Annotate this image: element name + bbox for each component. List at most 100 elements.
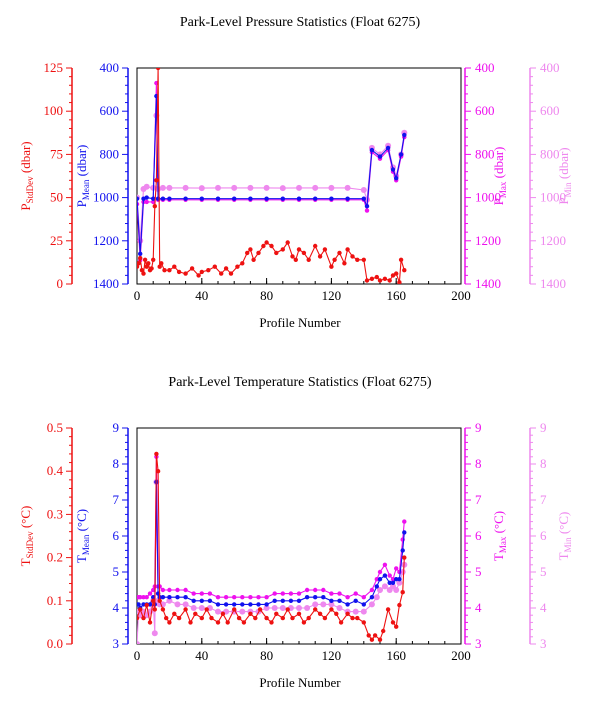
y-axis-stddev: 0.0 0.1 0.2 0.3 0.4 0.5 TStdDev (°C)	[18, 420, 73, 651]
data-point-max	[207, 591, 213, 596]
y-tick-label: 1400	[93, 276, 119, 291]
data-point-stddev	[397, 602, 402, 608]
data-point-max	[223, 595, 229, 600]
data-point-min	[166, 597, 173, 604]
data-point-max	[402, 519, 407, 524]
data-point-mean	[137, 196, 140, 201]
data-point-mean	[191, 598, 196, 603]
x-tick-label: 40	[195, 648, 208, 663]
data-point-mean	[248, 196, 253, 201]
data-point-stddev	[374, 274, 379, 280]
y-axis-min: 3 4 5 6 7 8 9 TMin (°C)	[529, 420, 573, 651]
data-point-stddev	[377, 278, 383, 283]
data-point-stddev	[183, 271, 188, 276]
data-point-stddev	[199, 269, 204, 275]
data-point-stddev	[369, 637, 375, 642]
x-tick-label: 40	[195, 288, 208, 303]
data-point-stddev	[317, 611, 323, 616]
data-point-max	[304, 587, 310, 593]
data-point-stddev	[147, 620, 153, 625]
data-point-stddev	[225, 620, 230, 625]
data-point-max	[151, 587, 156, 593]
data-point-stddev	[355, 257, 360, 262]
data-point-stddev	[154, 451, 159, 457]
y-tick-label: 3	[113, 636, 120, 651]
x-tick-label: 160	[386, 288, 406, 303]
data-point-stddev	[306, 257, 311, 262]
y-tick-label: 3	[540, 636, 547, 651]
data-point-mean	[361, 602, 366, 607]
data-point-min	[239, 608, 246, 615]
data-point-min	[198, 185, 205, 192]
data-point-stddev	[394, 624, 399, 629]
data-point-max	[141, 595, 146, 600]
data-point-max	[183, 587, 188, 593]
data-point-stddev	[402, 555, 407, 560]
series-line-min	[137, 481, 405, 644]
data-point-max	[175, 587, 180, 593]
data-point-stddev	[146, 261, 151, 266]
data-point-stddev	[154, 178, 159, 183]
y-tick-label: 8	[113, 456, 120, 471]
y-tick-label: 1400	[540, 276, 566, 291]
y-tick-label: 8	[540, 456, 547, 471]
y-tick-label: 0	[57, 276, 64, 291]
data-point-min	[137, 641, 140, 644]
data-point-stddev	[361, 620, 366, 625]
data-point-stddev	[342, 261, 347, 266]
data-point-min	[352, 608, 359, 615]
data-point-max	[272, 591, 277, 596]
data-point-stddev	[293, 257, 298, 262]
data-point-mean	[374, 584, 379, 589]
data-point-max	[321, 587, 326, 593]
y-tick-label: 1000	[93, 190, 119, 205]
data-point-stddev	[385, 607, 391, 612]
y-axis-label-sub: StdDev	[25, 531, 35, 559]
data-point-max	[361, 595, 366, 600]
data-point-mean	[151, 196, 156, 201]
data-point-max	[394, 566, 399, 571]
data-point-stddev	[189, 266, 195, 271]
y-axis-mean: 3 4 5 6 7 8 9 TMean (°C)	[74, 420, 129, 651]
y-tick-label: 0.3	[47, 506, 63, 521]
data-point-mean	[402, 530, 407, 535]
data-point-stddev	[232, 607, 237, 612]
data-point-stddev	[398, 257, 404, 262]
data-point-mean	[199, 196, 204, 201]
y-tick-label: 800	[100, 146, 120, 161]
data-point-mean	[304, 595, 310, 600]
data-point-stddev	[322, 615, 328, 621]
data-point-stddev	[196, 273, 201, 278]
y-tick-label: 6	[540, 528, 547, 543]
y-tick-label: 9	[540, 420, 547, 435]
data-point-min	[336, 605, 343, 611]
y-tick-label: 1000	[475, 190, 501, 205]
data-point-mean	[296, 598, 302, 603]
data-point-mean	[387, 580, 392, 585]
data-point-max	[387, 573, 392, 578]
x-tick-label: 0	[134, 648, 141, 663]
y-tick-label: 400	[475, 60, 495, 75]
y-tick-label: 9	[113, 420, 120, 435]
data-point-max	[377, 569, 383, 575]
y-axis-label-main: P	[18, 203, 33, 210]
data-point-min	[151, 630, 158, 637]
data-point-mean	[398, 152, 404, 157]
data-point-stddev	[355, 615, 360, 621]
series-line-stddev	[137, 68, 405, 283]
chart-panel-2: Park-Level Temperature Statistics (Float…	[18, 375, 573, 690]
data-point-stddev	[235, 264, 240, 269]
data-point-mean	[264, 602, 269, 607]
data-point-mean	[144, 195, 149, 200]
y-axis-label-unit: (dbar)	[556, 147, 571, 182]
series-min	[137, 112, 408, 244]
series-line-max	[137, 83, 405, 261]
data-point-stddev	[334, 611, 339, 616]
data-point-min	[271, 605, 278, 611]
y-axis-label-unit: (dbar)	[18, 141, 33, 176]
y-tick-label: 600	[475, 103, 495, 118]
data-point-min	[373, 594, 380, 601]
data-point-stddev	[306, 615, 311, 621]
data-point-stddev	[155, 469, 161, 474]
